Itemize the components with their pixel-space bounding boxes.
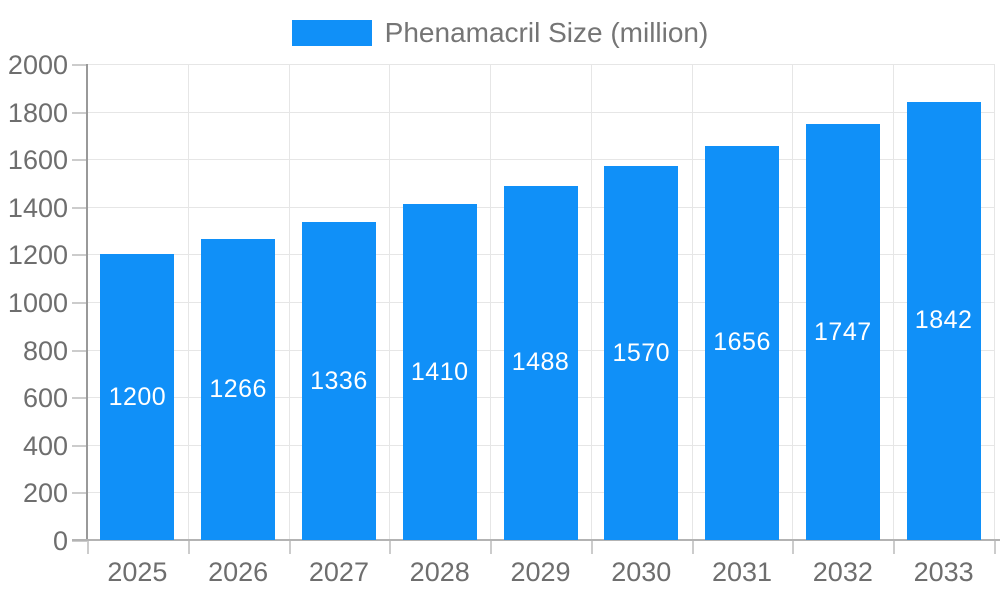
y-tick-mark <box>72 206 87 209</box>
y-axis-line <box>86 64 88 541</box>
bar-value-label: 1747 <box>814 317 872 346</box>
x-tick-mark <box>691 540 694 554</box>
bar-value-label: 1336 <box>310 366 368 395</box>
x-tick-label: 2029 <box>510 557 571 587</box>
gridline-vertical <box>490 64 492 540</box>
x-tick-label: 2032 <box>812 557 873 587</box>
bar-value-label: 1488 <box>511 348 570 377</box>
gridline-horizontal <box>87 159 994 161</box>
x-tick-label: 2027 <box>308 557 369 587</box>
gridline-vertical <box>792 64 794 540</box>
legend-label: Phenamacril Size (million) <box>384 17 709 48</box>
y-tick-label: 200 <box>22 478 68 509</box>
gridline-horizontal <box>87 111 994 113</box>
legend-swatch <box>291 20 372 46</box>
x-tick-mark <box>288 540 291 554</box>
x-tick-mark <box>187 540 190 554</box>
gridline-vertical <box>389 64 391 540</box>
y-tick-label: 2000 <box>7 50 68 80</box>
gridline-vertical <box>893 64 895 540</box>
x-axis-line <box>72 539 1000 541</box>
legend[interactable]: Phenamacril Size (million) <box>0 17 1000 49</box>
y-tick-label: 0 <box>52 526 68 556</box>
bar-value-label: 1570 <box>612 338 671 367</box>
y-tick-label: 1400 <box>7 192 68 223</box>
y-tick-label: 800 <box>22 335 68 366</box>
y-tick-mark <box>72 349 87 352</box>
y-tick-label: 1000 <box>7 288 68 318</box>
bar-value-label: 1410 <box>410 357 469 386</box>
gridline-vertical <box>691 64 693 540</box>
x-tick-mark <box>893 540 896 554</box>
y-tick-label: 1200 <box>7 240 68 271</box>
x-tick-label: 2033 <box>913 557 974 587</box>
y-tick-mark <box>72 159 87 162</box>
bar-2028[interactable]: 1410 <box>402 204 477 540</box>
x-tick-mark <box>994 540 996 554</box>
x-tick-mark <box>389 540 392 554</box>
gridline-vertical <box>590 64 592 540</box>
x-tick-label: 2031 <box>712 557 773 587</box>
gridline-vertical <box>187 64 189 540</box>
gridline-vertical <box>994 64 995 540</box>
bar-value-label: 1200 <box>108 382 167 411</box>
y-tick-label: 1600 <box>7 145 68 176</box>
x-tick-mark <box>590 540 593 554</box>
x-tick-mark <box>87 540 89 554</box>
bar-2029[interactable]: 1488 <box>503 185 578 540</box>
bar-2032[interactable]: 1747 <box>805 124 880 540</box>
x-tick-label: 2028 <box>409 557 470 587</box>
bar-2030[interactable]: 1570 <box>604 166 679 540</box>
x-tick-mark <box>490 540 493 554</box>
x-tick-label: 2025 <box>107 557 168 587</box>
bar-2026[interactable]: 1266 <box>201 238 276 540</box>
y-tick-label: 1800 <box>7 97 68 128</box>
y-tick-mark <box>72 111 87 114</box>
x-tick-label: 2030 <box>611 557 672 587</box>
bar-2031[interactable]: 1656 <box>705 145 780 540</box>
gridline-horizontal <box>87 64 994 65</box>
x-tick-label: 2026 <box>208 557 269 587</box>
x-tick-mark <box>792 540 795 554</box>
y-tick-label: 400 <box>22 430 68 461</box>
gridline-vertical <box>288 64 290 540</box>
bar-2027[interactable]: 1336 <box>301 222 376 540</box>
y-tick-mark <box>72 302 87 304</box>
y-tick-mark <box>72 444 87 447</box>
y-tick-mark <box>72 492 87 495</box>
y-tick-mark <box>72 254 87 257</box>
bar-2033[interactable]: 1842 <box>906 101 981 540</box>
y-tick-mark <box>72 397 87 400</box>
y-tick-mark <box>72 540 87 542</box>
bar-value-label: 1266 <box>209 374 267 403</box>
y-tick-mark <box>72 64 87 66</box>
bar-2025[interactable]: 1200 <box>100 254 175 540</box>
bar-value-label: 1656 <box>713 328 771 357</box>
y-tick-label: 600 <box>22 383 68 414</box>
bar-value-label: 1842 <box>914 306 973 335</box>
